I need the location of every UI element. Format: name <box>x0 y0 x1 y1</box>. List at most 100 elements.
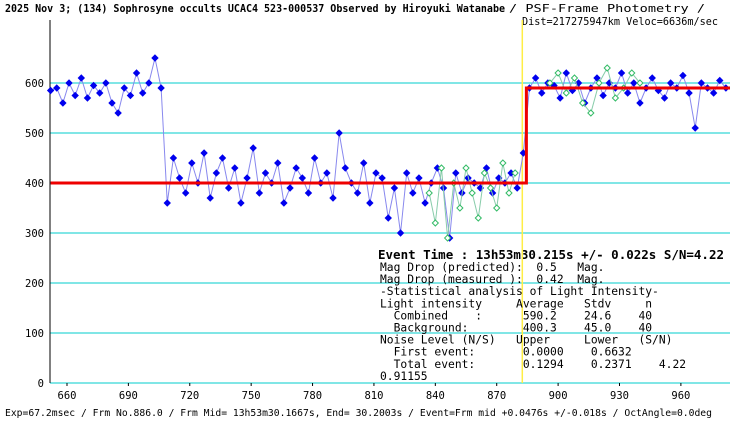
info-line: -Statistical analysis of Light Intensity… <box>380 285 659 298</box>
data-point <box>630 79 638 87</box>
model-line <box>50 86 730 185</box>
data-point <box>409 189 417 197</box>
data-point <box>486 184 495 192</box>
data-point <box>102 79 110 87</box>
info-line: 0.91155 <box>380 370 428 383</box>
data-point <box>468 189 476 197</box>
data-point <box>200 149 208 157</box>
data-point <box>163 199 171 207</box>
data-point <box>323 169 331 177</box>
data-point <box>53 84 61 92</box>
x-tick-label: 720 <box>180 390 199 402</box>
data-point <box>243 174 251 182</box>
data-point <box>335 129 343 137</box>
data-point <box>120 84 128 92</box>
data-point <box>65 79 73 87</box>
data-point <box>151 54 159 62</box>
x-tick-label: 870 <box>487 390 506 402</box>
data-point <box>623 89 632 97</box>
data-point <box>274 159 282 167</box>
data-point <box>562 69 570 77</box>
data-point <box>556 94 564 102</box>
data-point <box>595 79 603 87</box>
data-point <box>603 64 611 72</box>
x-tick-label: 840 <box>426 390 445 402</box>
y-tick-label: 600 <box>25 78 44 90</box>
data-point <box>452 169 460 177</box>
data-point <box>480 169 489 177</box>
data-point <box>132 69 141 77</box>
data-point <box>505 189 513 197</box>
data-point <box>554 69 562 77</box>
data-point <box>390 184 399 192</box>
data-point <box>709 89 718 97</box>
data-point <box>456 204 464 212</box>
info-line: First event: 0.0000 0.6632 <box>380 346 632 359</box>
data-point <box>402 169 411 177</box>
data-point <box>599 91 607 100</box>
x-tick-label: 930 <box>610 390 629 402</box>
data-point <box>421 199 429 207</box>
info-line: Mag Drop (measured ): 0.42 Mag. <box>380 273 604 286</box>
data-point <box>71 91 79 100</box>
data-point <box>188 159 196 167</box>
info-line: Combined : 590.2 24.6 40 <box>380 309 652 322</box>
data-point <box>378 174 386 182</box>
footer: Exp=67.2msec / Frm No.886.0 / Frm Mid= 1… <box>5 408 712 419</box>
chart-subtitle-2: Dist=217275947km Veloc=6636m/sec <box>522 16 718 28</box>
data-point <box>587 109 595 117</box>
data-point <box>138 89 147 97</box>
data-point <box>697 79 706 87</box>
data-point <box>77 74 86 82</box>
data-point <box>224 184 233 192</box>
data-point <box>261 169 270 177</box>
y-tick-label: 400 <box>25 178 44 190</box>
data-point <box>493 204 501 212</box>
x-tick-label: 810 <box>364 390 383 402</box>
data-point <box>359 159 368 167</box>
chart-title: 2025 Nov 3; (134) Sophrosyne occults UCA… <box>5 3 505 15</box>
info-line: Total event: 0.1294 0.2371 4.22 <box>380 358 686 371</box>
data-point <box>396 229 405 237</box>
x-tick-label: 750 <box>242 390 261 402</box>
x-tick-label: 660 <box>58 390 77 402</box>
data-point <box>218 154 227 162</box>
data-point <box>636 79 644 87</box>
data-point <box>366 199 374 207</box>
y-tick-label: 100 <box>25 328 44 340</box>
data-point <box>593 74 601 82</box>
x-tick-label: 690 <box>119 390 138 402</box>
x-tick-label: 960 <box>671 390 690 402</box>
data-point <box>562 89 570 97</box>
data-point <box>511 169 519 177</box>
info-line: Light intensity Average Stdv n <box>380 297 652 310</box>
data-point <box>648 74 656 82</box>
data-point <box>157 84 165 92</box>
data-point <box>212 169 221 177</box>
data-point <box>292 164 300 172</box>
data-point <box>570 74 579 82</box>
data-point <box>636 99 644 107</box>
x-tick-label: 900 <box>549 390 568 402</box>
data-point <box>298 174 307 182</box>
data-point <box>474 214 483 222</box>
info-line: Mag Drop (predicted): 0.5 Mag. <box>380 261 604 274</box>
data-point <box>685 89 693 97</box>
data-point <box>415 174 423 182</box>
data-point <box>59 99 67 107</box>
data-point <box>46 86 55 95</box>
data-point <box>660 94 669 102</box>
y-tick-label: 0 <box>38 378 44 390</box>
data-point <box>341 164 349 172</box>
data-point <box>425 189 433 197</box>
data-point <box>679 71 687 80</box>
data-point <box>372 169 380 177</box>
data-point <box>617 69 626 77</box>
data-point <box>126 91 135 100</box>
data-point <box>181 189 190 197</box>
data-point <box>231 164 239 172</box>
info-line: Background: 400.3 45.0 40 <box>380 322 652 335</box>
chart-subtitle: / PSF-Frame Photometry / <box>509 3 705 15</box>
